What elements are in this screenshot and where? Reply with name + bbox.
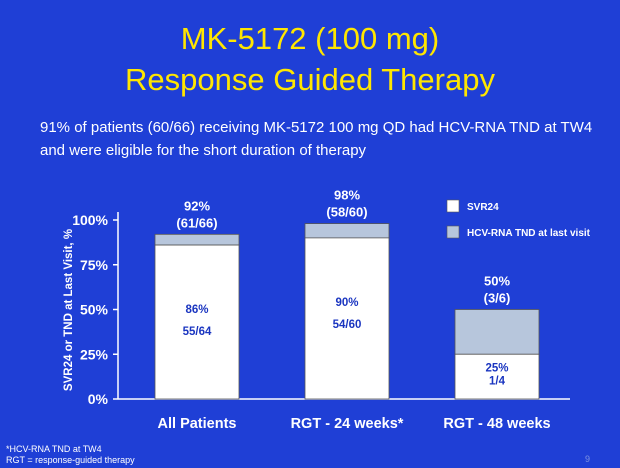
y-tick-label: 100%	[72, 212, 108, 228]
bar-total-percent: 92%	[184, 198, 210, 213]
legend-swatch	[446, 199, 460, 213]
bar-svr24-percent: 25%	[485, 362, 508, 374]
footnote-tnd: *HCV-RNA TND at TW4	[6, 444, 102, 454]
bar-svr24-fraction: 54/60	[333, 319, 362, 331]
bar-svr24-segment	[454, 353, 540, 400]
bar-svr24-fraction: 1/4	[489, 375, 506, 387]
footnote-rgt: RGT = response-guided therapy	[6, 455, 135, 465]
y-axis-title: SVR24 or TND at Last Visit, %	[63, 229, 75, 391]
bar-tnd-segment	[304, 223, 390, 239]
y-tick-label: 25%	[80, 346, 109, 362]
bar-total-fraction: (58/60)	[326, 205, 367, 220]
bar-total-percent: 50%	[484, 274, 510, 289]
bar-svr24-segment	[154, 244, 240, 400]
page-number: 9	[585, 454, 591, 464]
slide-title-line2: Response Guided Therapy	[125, 62, 495, 97]
subtitle-line1: 91% of patients (60/66) receiving MK-517…	[40, 119, 593, 136]
bar-tnd-segment	[154, 233, 240, 246]
bar-svr24-percent: 90%	[335, 297, 358, 309]
bar-total-percent: 98%	[334, 188, 360, 203]
y-tick-label: 0%	[88, 391, 109, 407]
bar-svr24-segment	[304, 237, 390, 400]
legend-swatch	[446, 225, 460, 239]
bar-total-fraction: (61/66)	[176, 215, 217, 230]
x-category-label: RGT - 24 weeks*	[291, 416, 404, 432]
y-tick-label: 50%	[80, 302, 109, 318]
slide-title-line1: MK-5172 (100 mg)	[180, 21, 440, 56]
bar-svr24-percent: 86%	[185, 304, 208, 316]
y-tick-label: 75%	[80, 257, 109, 273]
x-category-label: All Patients	[158, 416, 237, 432]
bar-total-fraction: (3/6)	[484, 291, 511, 306]
legend-label: SVR24	[467, 202, 499, 213]
legend-label: HCV-RNA TND at last visit	[467, 228, 591, 239]
bar-tnd-segment	[454, 309, 540, 355]
x-category-label: RGT - 48 weeks	[443, 416, 550, 432]
subtitle-line2: and were eligible for the short duration…	[40, 142, 367, 159]
subtitle: 91% of patients (60/66) receiving MK-517…	[40, 116, 618, 162]
bar-svr24-fraction: 55/64	[183, 326, 212, 338]
